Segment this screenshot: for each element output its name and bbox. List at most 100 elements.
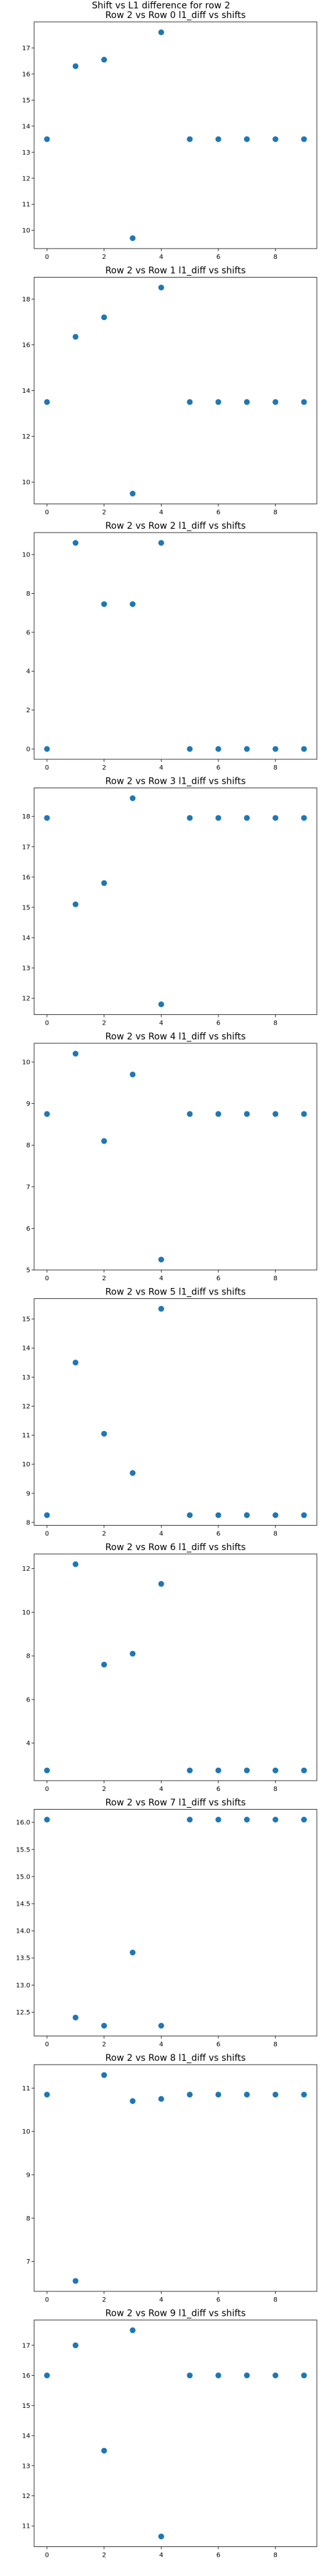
data-point <box>44 399 50 405</box>
axes-frame <box>33 788 317 1015</box>
x-tick-label: 2 <box>102 1531 106 1538</box>
data-point <box>272 2091 279 2098</box>
x-tick-label: 2 <box>102 254 106 261</box>
data-point <box>72 2014 79 2021</box>
x-tick-label: 6 <box>216 1531 220 1538</box>
y-tick-label: 12 <box>22 1566 30 1573</box>
x-tick-label: 8 <box>274 1020 278 1027</box>
x-tick-label: 2 <box>102 509 106 516</box>
data-point <box>44 2372 50 2379</box>
y-tick-label: 12 <box>22 2493 30 2500</box>
subplot-title: Row 2 vs Row 0 l1_diff vs shifts <box>105 10 245 21</box>
data-point <box>72 1561 79 1567</box>
x-tick-label: 8 <box>274 1786 278 1793</box>
data-point <box>72 1050 79 1057</box>
data-point <box>187 2091 193 2098</box>
data-point <box>187 815 193 821</box>
data-point <box>243 399 250 405</box>
y-tick-label: 13 <box>22 2463 30 2470</box>
y-tick-label: 15 <box>22 2403 30 2410</box>
y-tick-label: 16.0 <box>16 1819 30 1826</box>
data-point <box>44 136 50 142</box>
axes-frame <box>33 532 317 760</box>
data-point <box>44 1111 50 1117</box>
subplot-title: Row 2 vs Row 9 l1_diff vs shifts <box>105 2309 245 2319</box>
data-point <box>187 1767 193 1774</box>
data-point <box>101 2072 108 2078</box>
data-point <box>129 2098 136 2105</box>
data-point <box>301 399 307 405</box>
data-point <box>44 1512 50 1519</box>
subplot-title: Row 2 vs Row 1 l1_diff vs shifts <box>105 266 245 276</box>
data-point <box>215 2372 222 2379</box>
y-tick-label: 14 <box>22 2433 30 2440</box>
data-point <box>272 136 279 142</box>
y-tick-label: 14 <box>22 1345 30 1352</box>
figure-suptitle: Shift vs L1 difference for row 2 <box>92 1 231 11</box>
y-tick-label: 11 <box>22 1432 30 1439</box>
data-point <box>215 746 222 752</box>
data-point <box>44 746 50 752</box>
y-tick-label: 10 <box>22 552 30 559</box>
data-point <box>72 540 79 546</box>
data-point <box>301 815 307 821</box>
y-tick-label: 6 <box>26 1226 30 1233</box>
data-point <box>243 136 250 142</box>
x-tick-label: 2 <box>102 764 106 772</box>
x-tick-label: 4 <box>159 1531 163 1538</box>
x-tick-label: 8 <box>274 509 278 516</box>
data-point <box>272 1111 279 1117</box>
data-point <box>301 1111 307 1117</box>
data-point <box>101 1430 108 1437</box>
x-tick-label: 2 <box>102 2297 106 2304</box>
x-tick-label: 4 <box>159 2041 163 2049</box>
x-tick-label: 6 <box>216 509 220 516</box>
y-tick-label: 8 <box>26 1519 30 1526</box>
subplot-0: Row 2 vs Row 0 l1_diff vs shifts 0 2 4 6 8 10 1… <box>22 10 317 261</box>
y-tick-label: 8 <box>26 591 30 598</box>
x-tick-label: 8 <box>274 764 278 772</box>
data-point <box>72 2342 79 2349</box>
data-point <box>72 901 79 907</box>
data-point <box>44 2091 50 2098</box>
y-tick-label: 13.0 <box>16 1982 30 1989</box>
subplot-9: Row 2 vs Row 9 l1_diff vs shifts 0 2 4 6 8 11 1… <box>22 2309 317 2559</box>
subplot-title: Row 2 vs Row 8 l1_diff vs shifts <box>105 2053 245 2063</box>
x-tick-label: 8 <box>274 2041 278 2049</box>
data-point <box>215 815 222 821</box>
y-tick-label: 15.0 <box>16 1873 30 1880</box>
y-tick-label: 9 <box>26 1101 30 1108</box>
x-tick-label: 6 <box>216 1275 220 1282</box>
subplot-title: Row 2 vs Row 4 l1_diff vs shifts <box>105 1032 245 1042</box>
y-tick-label: 6 <box>26 629 30 636</box>
x-tick-label: 6 <box>216 1786 220 1793</box>
y-tick-label: 14 <box>22 934 30 942</box>
data-point <box>301 2091 307 2098</box>
data-point <box>215 2091 222 2098</box>
y-tick-label: 12.5 <box>16 2009 30 2016</box>
x-tick-label: 8 <box>274 2297 278 2304</box>
data-point <box>215 1767 222 1774</box>
y-tick-label: 13.5 <box>16 1955 30 1962</box>
data-point <box>272 2372 279 2379</box>
x-tick-label: 2 <box>102 1275 106 1282</box>
x-tick-label: 0 <box>45 1786 49 1793</box>
data-point <box>158 1580 164 1587</box>
y-tick-label: 16 <box>22 71 30 78</box>
axes-frame <box>33 1809 317 2036</box>
data-point <box>301 1767 307 1774</box>
subplot-3: Row 2 vs Row 3 l1_diff vs shifts 0 2 4 6 8 12 1… <box>22 777 317 1027</box>
data-point <box>101 1138 108 1144</box>
data-point <box>272 815 279 821</box>
y-tick-label: 0 <box>26 746 30 753</box>
y-tick-label: 15 <box>22 1316 30 1323</box>
data-point <box>44 815 50 821</box>
data-point <box>101 2447 108 2454</box>
data-point <box>129 1949 136 1956</box>
x-tick-label: 6 <box>216 1020 220 1027</box>
subplot-8: Row 2 vs Row 8 l1_diff vs shifts 0 2 4 6 8 7 8 9… <box>22 2053 317 2304</box>
x-tick-label: 4 <box>159 509 163 516</box>
data-point <box>215 1512 222 1519</box>
data-point <box>215 399 222 405</box>
